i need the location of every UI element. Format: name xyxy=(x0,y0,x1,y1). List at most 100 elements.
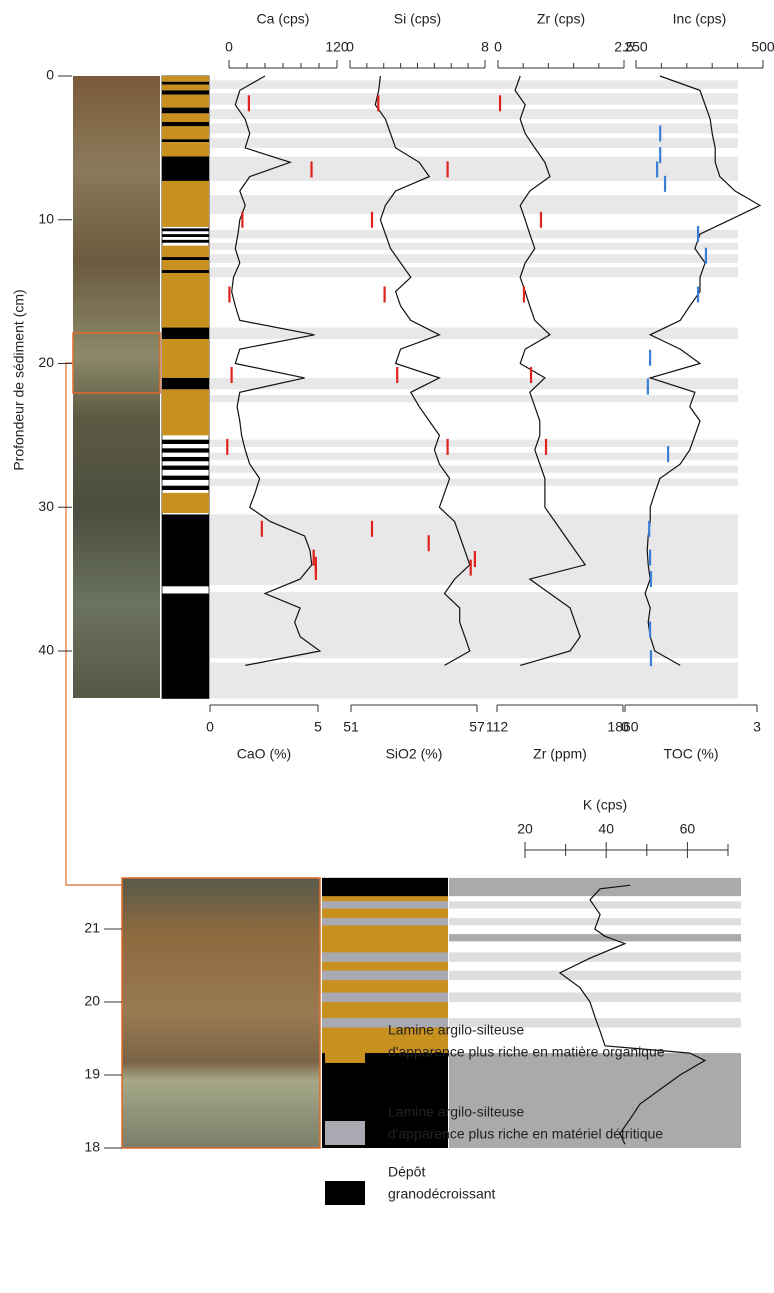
lithology-layer xyxy=(162,327,209,340)
lithology-layer xyxy=(162,492,209,513)
lithology-layer xyxy=(162,180,209,227)
legend-label: d'apparence plus riche en matériel détri… xyxy=(388,1126,663,1142)
profile-line xyxy=(231,75,322,666)
lithology-layer xyxy=(162,377,209,390)
lithology-layer xyxy=(162,389,209,436)
lithology-layer xyxy=(322,992,448,1002)
legend-swatch xyxy=(325,1181,365,1205)
x-tick-label: 2.5 xyxy=(614,39,634,55)
lithology-layer xyxy=(162,81,209,85)
x-tick-label: 40 xyxy=(598,821,614,837)
y-tick-label: 30 xyxy=(38,498,54,514)
lithology-layer xyxy=(162,228,209,232)
shaded-interval-light xyxy=(449,918,741,926)
lithology-layer xyxy=(162,122,209,127)
shaded-interval xyxy=(210,478,738,486)
x-tick-label: 0 xyxy=(621,719,629,735)
shaded-interval xyxy=(210,195,738,214)
shaded-interval xyxy=(210,242,738,250)
y-tick-label: 21 xyxy=(84,920,100,936)
y-tick-label: 20 xyxy=(84,993,100,1009)
shaded-interval xyxy=(449,1053,741,1148)
profile-line xyxy=(558,884,707,1145)
track-title: Zr (cps) xyxy=(537,11,585,27)
depth-axis-label: Profondeur de sédiment (cm) xyxy=(11,289,27,470)
profile-line xyxy=(514,75,587,666)
x-tick-label: 112 xyxy=(486,719,509,735)
shaded-interval xyxy=(449,877,741,897)
inset-photo xyxy=(121,877,321,1149)
lithology-layer xyxy=(162,142,209,157)
lithology-layer xyxy=(162,339,209,378)
x-tick-label: 51 xyxy=(343,719,359,735)
shaded-interval xyxy=(210,439,738,447)
x-tick-label: 500 xyxy=(751,39,774,55)
lithology-layer xyxy=(162,156,209,181)
y-tick-label: 19 xyxy=(84,1066,100,1082)
shaded-interval xyxy=(210,377,738,390)
shaded-interval-light xyxy=(449,901,741,909)
bottom-axis-title: TOC (%) xyxy=(664,746,719,762)
legend-label: Lamine argilo-silteuse xyxy=(388,1022,524,1038)
bottom-axis-title: CaO (%) xyxy=(237,746,291,762)
x-tick-label: 0 xyxy=(346,39,354,55)
x-tick-label: 0 xyxy=(494,39,502,55)
shaded-interval xyxy=(210,137,738,148)
shaded-interval xyxy=(210,327,738,340)
shaded-interval xyxy=(210,267,738,278)
lithology-layer xyxy=(162,239,209,243)
x-tick-label: 57 xyxy=(469,719,485,735)
legend-label: Lamine argilo-silteuse xyxy=(388,1104,524,1120)
x-tick-label: 0 xyxy=(206,719,214,735)
x-tick-label: 3 xyxy=(753,719,761,735)
shaded-interval-light xyxy=(449,1018,741,1028)
lithology-layer xyxy=(322,970,448,981)
lithology-layer xyxy=(162,456,209,462)
shaded-interval xyxy=(210,123,738,134)
y-tick-label: 10 xyxy=(38,210,54,226)
x-tick-label: 250 xyxy=(624,39,648,55)
shaded-interval xyxy=(210,592,738,659)
shaded-interval xyxy=(210,465,738,473)
lithology-layer xyxy=(162,475,209,480)
legend-label: d'apparence plus riche en matière organi… xyxy=(388,1044,665,1060)
legend-label: granodécroissant xyxy=(388,1186,496,1202)
lithology-layer xyxy=(322,901,448,909)
y-tick-label: 0 xyxy=(46,67,54,83)
y-tick-label: 20 xyxy=(38,354,54,370)
core-photo xyxy=(73,76,160,698)
lithology-layer xyxy=(162,76,209,82)
track-title: Si (cps) xyxy=(394,11,441,27)
legend-swatch xyxy=(325,1121,365,1145)
shaded-interval xyxy=(210,156,738,181)
lithology-layer xyxy=(162,234,209,237)
lithology-layer xyxy=(162,113,209,122)
lithology-layer xyxy=(162,448,209,453)
track-title: Ca (cps) xyxy=(257,11,310,27)
lithology-layer xyxy=(162,84,209,91)
lithology-layer xyxy=(322,877,448,897)
shaded-interval xyxy=(210,395,738,403)
x-tick-label: 20 xyxy=(517,821,533,837)
lithology-layer xyxy=(322,952,448,962)
x-tick-label: 120 xyxy=(325,39,349,55)
lithology-layer xyxy=(162,514,209,587)
legend-label: Dépôt xyxy=(388,1164,425,1180)
lithology-layer xyxy=(162,485,209,490)
lithology-layer xyxy=(162,593,209,699)
shaded-interval xyxy=(210,80,738,89)
shaded-interval xyxy=(210,662,738,699)
shaded-interval xyxy=(210,452,738,460)
profile-line xyxy=(644,75,762,666)
shaded-interval xyxy=(210,514,738,585)
shaded-interval-light xyxy=(449,952,741,962)
x-tick-label: 5 xyxy=(314,719,322,735)
lithology-layer xyxy=(162,126,209,140)
legend-swatch xyxy=(325,1039,365,1063)
x-tick-label: 8 xyxy=(481,39,489,55)
lithology-layer xyxy=(162,107,209,114)
lithology-layer xyxy=(162,139,209,143)
lithology-layer xyxy=(322,1018,448,1028)
track-title: Inc (cps) xyxy=(673,11,727,27)
